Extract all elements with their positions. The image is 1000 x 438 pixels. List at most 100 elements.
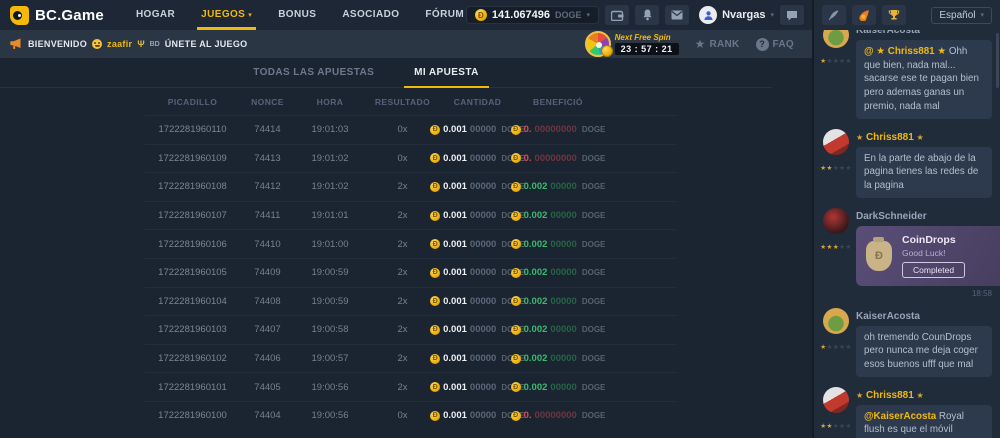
bet-row[interactable]: 1722281960100 74404 19:00:56 0x Ð0.00100000D… bbox=[145, 400, 676, 430]
doge-coin-icon: Ð bbox=[430, 382, 441, 393]
mention[interactable]: @KaiserAcosta bbox=[864, 410, 939, 422]
nav-item-hogar[interactable]: HOGAR bbox=[136, 0, 175, 30]
star-icon: ★ bbox=[820, 343, 827, 351]
bet-profit: Ð 0.002 00000 DOGE bbox=[510, 267, 605, 278]
star-icon: ★ bbox=[820, 164, 827, 172]
hot-games-button[interactable] bbox=[852, 5, 876, 25]
bet-row[interactable]: 1722281960107 74411 19:01:01 2x Ð0.00100000D… bbox=[145, 200, 676, 230]
bet-row[interactable]: 1722281960110 74414 19:01:03 0x Ð0.00100000D… bbox=[145, 115, 676, 144]
user-avatar[interactable] bbox=[823, 128, 849, 155]
free-spin-label: Next Free Spin bbox=[614, 33, 671, 42]
chat-rules-button[interactable] bbox=[822, 5, 846, 25]
notifications-button[interactable] bbox=[635, 5, 660, 25]
bets-tabs: TODAS LAS APUESTAS MI APUESTA bbox=[0, 58, 772, 88]
user-level-stars: ★★★★★ bbox=[820, 236, 852, 254]
chat-toggle-button[interactable] bbox=[780, 5, 804, 25]
chat-message: ★★★★★ ★ Chriss881 ★ En la parte de abajo d… bbox=[820, 128, 992, 198]
star-icon: ★ bbox=[839, 58, 846, 65]
banner-username[interactable]: zaafir bbox=[107, 39, 133, 49]
contest-button[interactable] bbox=[882, 5, 906, 25]
doge-coin-icon: Ð bbox=[510, 410, 521, 421]
chat-bubble-icon bbox=[787, 10, 797, 20]
doge-coin-icon: Ð bbox=[510, 324, 521, 335]
bet-result: 2x bbox=[397, 324, 408, 336]
faq-label: FAQ bbox=[772, 38, 794, 50]
chat-username[interactable]: KaiserAcosta bbox=[856, 25, 920, 36]
faq-button[interactable]: ? FAQ bbox=[755, 37, 794, 51]
completed-button[interactable]: Completed bbox=[902, 261, 966, 278]
nav-item-bonus[interactable]: BONUS bbox=[278, 0, 316, 30]
tab-my-bets[interactable]: MI APUESTA bbox=[404, 58, 489, 88]
rank-button[interactable]: ★ RANK bbox=[695, 38, 740, 50]
language-select[interactable]: Español ▾ bbox=[931, 6, 992, 24]
free-spin-widget[interactable]: Next Free Spin 23 : 57 : 21 bbox=[584, 31, 679, 57]
trophy-icon bbox=[888, 10, 900, 20]
currency-label: DOGE bbox=[581, 354, 606, 364]
star-icon: ★ bbox=[832, 58, 840, 65]
tab-all-bets[interactable]: TODAS LAS APUESTAS bbox=[253, 67, 375, 78]
chat-scrollbar[interactable] bbox=[996, 33, 999, 88]
chat-username[interactable]: DarkSchneider bbox=[856, 210, 927, 222]
star-icon: ★ bbox=[845, 343, 852, 351]
user-avatar[interactable] bbox=[823, 307, 849, 334]
nav-item-juegos[interactable]: JUEGOS ▾ bbox=[197, 0, 257, 30]
chevron-down-icon: ▾ bbox=[248, 12, 253, 19]
user-avatar[interactable] bbox=[823, 207, 849, 234]
bet-row[interactable]: 1722281960108 74412 19:01:02 2x Ð0.00100000D… bbox=[145, 172, 676, 201]
bet-row[interactable]: 1722281960104 74408 19:00:59 2x Ð0.00100000D… bbox=[145, 286, 676, 316]
star-icon: ★ bbox=[916, 390, 924, 400]
star-icon: ★ bbox=[832, 422, 840, 430]
doge-coin-icon: Ð bbox=[430, 239, 441, 250]
mention[interactable]: @ ★ Chriss881 ★ bbox=[864, 46, 949, 57]
fireball-icon bbox=[859, 10, 869, 21]
user-menu[interactable]: Nvargas ▾ bbox=[699, 6, 774, 24]
brand-name: BC.Game bbox=[35, 6, 104, 24]
bet-nonce: 74406 bbox=[254, 353, 281, 365]
bet-time: 19:01:02 bbox=[311, 152, 349, 164]
bet-row[interactable]: 1722281960105 74409 19:00:59 2x Ð0.00100000D… bbox=[145, 257, 676, 287]
bet-row[interactable]: 1722281960102 74406 19:00:57 2x Ð0.00100000D… bbox=[145, 343, 676, 373]
star-icon: ★ bbox=[826, 164, 833, 172]
wallet-button[interactable] bbox=[605, 5, 630, 25]
chat-username[interactable]: ★ Chriss881 ★ bbox=[856, 131, 924, 143]
nav-item-label: JUEGOS bbox=[201, 9, 246, 20]
bet-row[interactable]: 1722281960109 74413 19:01:02 0x Ð0.00100000D… bbox=[145, 143, 676, 173]
bet-profit: Ð 0.002 00000 DOGE bbox=[510, 296, 605, 307]
chat-username[interactable]: KaiserAcosta bbox=[856, 310, 920, 322]
chat-username[interactable]: ★ Chriss881 ★ bbox=[856, 389, 924, 401]
currency-label: DOGE bbox=[581, 325, 606, 335]
bet-row[interactable]: 1722281960106 74410 19:01:00 2x Ð0.00100000D… bbox=[145, 229, 676, 258]
bet-result: 0x bbox=[397, 124, 408, 136]
user-avatar[interactable] bbox=[823, 386, 849, 413]
brand-logo[interactable]: BC.Game bbox=[10, 5, 104, 25]
star-icon: ★ bbox=[826, 422, 833, 430]
bet-profit: Ð 0. 00000000 DOGE bbox=[510, 410, 605, 421]
inbox-button[interactable] bbox=[665, 5, 690, 25]
star-icon: ★ bbox=[845, 164, 852, 172]
currency-label: DOGE bbox=[581, 182, 606, 192]
chat-bubble: @ ★ Chriss881 ★ Ohh que bien, nada mal..… bbox=[856, 40, 992, 119]
doge-coin-icon: Ð bbox=[474, 9, 487, 21]
bet-row[interactable]: 1722281960101 74405 19:00:56 2x Ð0.00100000D… bbox=[145, 372, 676, 401]
doge-coin-icon: Ð bbox=[430, 353, 441, 364]
doge-coin-icon: Ð bbox=[430, 181, 441, 192]
balance-selector[interactable]: Ð 141.067496 DOGE ▾ bbox=[465, 6, 600, 24]
bet-amount: Ð0.00100000DOGE bbox=[430, 353, 525, 364]
coindrops-card[interactable]: Ð CoinDrops Good Luck! Completed bbox=[856, 225, 1000, 286]
coin-bag-icon: Ð bbox=[866, 236, 892, 271]
column-header: BENEFICIÓ bbox=[533, 96, 583, 107]
column-header: CANTIDAD bbox=[453, 96, 502, 107]
nav-item-asociado[interactable]: ASOCIADO bbox=[342, 0, 399, 30]
username-label: Nvargas bbox=[722, 9, 766, 21]
bet-result: 0x bbox=[397, 410, 408, 422]
currency-label: DOGE bbox=[581, 239, 606, 249]
nav-item-fórum[interactable]: FÓRUM bbox=[425, 0, 464, 30]
bet-result: 2x bbox=[397, 181, 408, 193]
bet-result: 2x bbox=[397, 295, 408, 307]
chat-bubble: @KaiserAcosta Royal flush es que el móvi… bbox=[856, 404, 992, 438]
mail-icon bbox=[671, 10, 683, 20]
main-area: BC.Game HOGAR JUEGOS ▾ BONUS ASOCIADO FÓRUM Ð… bbox=[0, 0, 812, 430]
chat-panel: Español ▾ ★★★★★ KaiserAcosta @ ★ Chriss881… bbox=[812, 0, 1000, 438]
star-icon: ★ bbox=[839, 343, 846, 351]
bet-row[interactable]: 1722281960103 74407 19:00:58 2x Ð0.00100000D… bbox=[145, 315, 676, 344]
